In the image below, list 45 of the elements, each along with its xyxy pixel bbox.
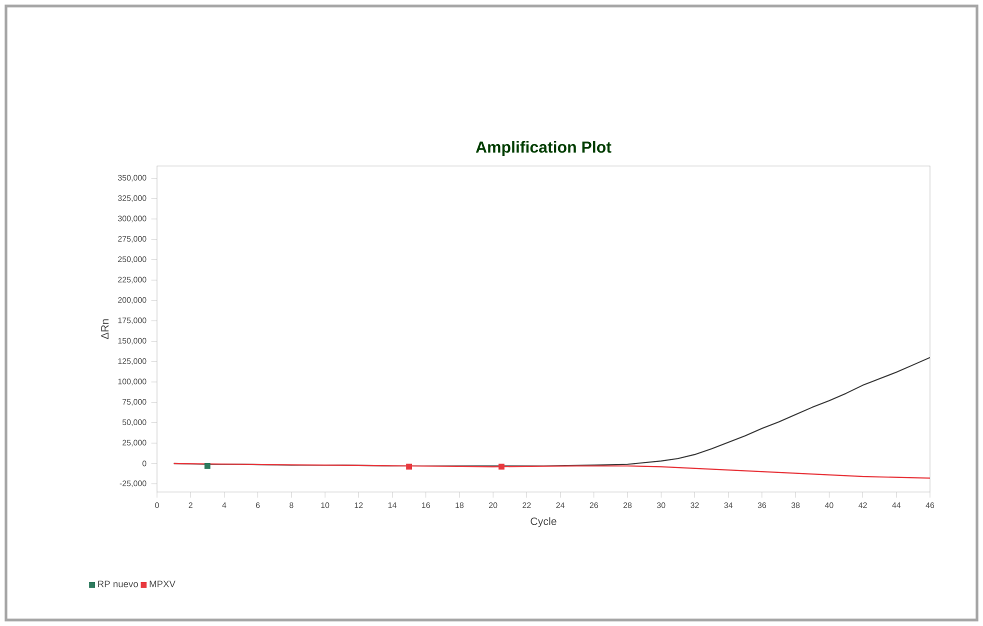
x-tick-label: 30 [656,502,666,508]
y-tick-label: 200,000 [118,297,146,304]
y-tick-label: 225,000 [118,276,146,284]
x-tick-label: 0 [155,502,159,508]
x-tick-label: 46 [926,502,934,508]
x-tick-label: 34 [724,502,733,508]
x-tick-label: 44 [892,502,901,508]
x-tick-label: 38 [791,502,800,508]
x-tick-label: 40 [824,502,834,508]
x-tick-label: 8 [290,502,294,508]
x-tick-label: 18 [456,502,464,508]
x-tick-label: 6 [256,502,260,508]
x-tick-label: 10 [321,502,330,508]
chart-title: Amplification Plot [476,141,612,156]
legend-label: RP nuevo [98,580,138,588]
y-axis-title: ΔRn [101,319,109,340]
y-tick-label: 275,000 [118,236,146,243]
y-tick-label: 0 [142,460,146,466]
x-tick-label: 12 [354,502,363,508]
x-tick-label: 28 [623,502,632,508]
x-tick-label: 42 [858,502,867,508]
y-tick-label: 350,000 [118,174,146,182]
x-tick-label: 20 [489,502,498,508]
y-tick-label: 300,000 [118,216,146,222]
x-tick-label: 22 [522,502,531,508]
y-tick-label: 250,000 [118,256,146,264]
y-tick-label: 25,000 [122,440,146,446]
y-tick-label: 325,000 [118,195,146,202]
x-tick-label: 14 [388,502,396,508]
y-tick-label: 150,000 [118,338,146,345]
x-tick-label: 16 [422,502,430,508]
x-tick-label: 32 [690,502,699,508]
x-tick-label: 4 [222,502,226,508]
y-tick-label: 175,000 [118,318,146,324]
y-tick-label: 100,000 [118,378,146,386]
y-tick-label: 50,000 [122,419,146,426]
y-tick-label: 125,000 [118,358,146,365]
x-axis-title: Cycle [530,517,556,528]
x-tick-label: 36 [758,502,766,508]
y-tick-label: 75,000 [122,399,146,406]
x-tick-label: 2 [188,502,192,508]
legend-label: MPXV [150,580,176,588]
x-tick-label: 24 [556,502,565,508]
x-tick-label: 26 [590,502,598,508]
y-tick-label: -25,000 [120,480,146,488]
